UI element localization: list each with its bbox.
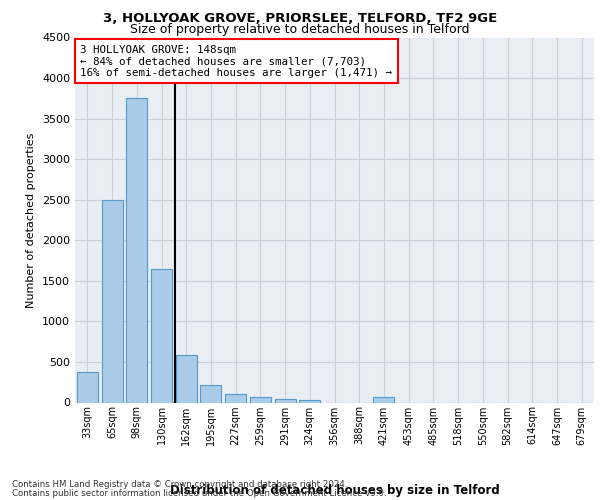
Bar bbox=[176, 354, 197, 403]
Bar bbox=[373, 397, 394, 402]
X-axis label: Distribution of detached houses by size in Telford: Distribution of detached houses by size … bbox=[170, 484, 499, 496]
Bar bbox=[250, 397, 271, 402]
Bar bbox=[299, 400, 320, 402]
Y-axis label: Number of detached properties: Number of detached properties bbox=[26, 132, 37, 308]
Bar bbox=[151, 268, 172, 402]
Bar bbox=[200, 384, 221, 402]
Bar bbox=[275, 400, 296, 402]
Text: 3 HOLLYOAK GROVE: 148sqm
← 84% of detached houses are smaller (7,703)
16% of sem: 3 HOLLYOAK GROVE: 148sqm ← 84% of detach… bbox=[80, 45, 392, 78]
Text: Size of property relative to detached houses in Telford: Size of property relative to detached ho… bbox=[130, 22, 470, 36]
Bar bbox=[225, 394, 246, 402]
Bar bbox=[101, 200, 122, 402]
Bar bbox=[77, 372, 98, 402]
Text: Contains public sector information licensed under the Open Government Licence v3: Contains public sector information licen… bbox=[12, 488, 386, 498]
Text: 3, HOLLYOAK GROVE, PRIORSLEE, TELFORD, TF2 9GE: 3, HOLLYOAK GROVE, PRIORSLEE, TELFORD, T… bbox=[103, 12, 497, 26]
Text: Contains HM Land Registry data © Crown copyright and database right 2024.: Contains HM Land Registry data © Crown c… bbox=[12, 480, 347, 489]
Bar bbox=[126, 98, 147, 403]
